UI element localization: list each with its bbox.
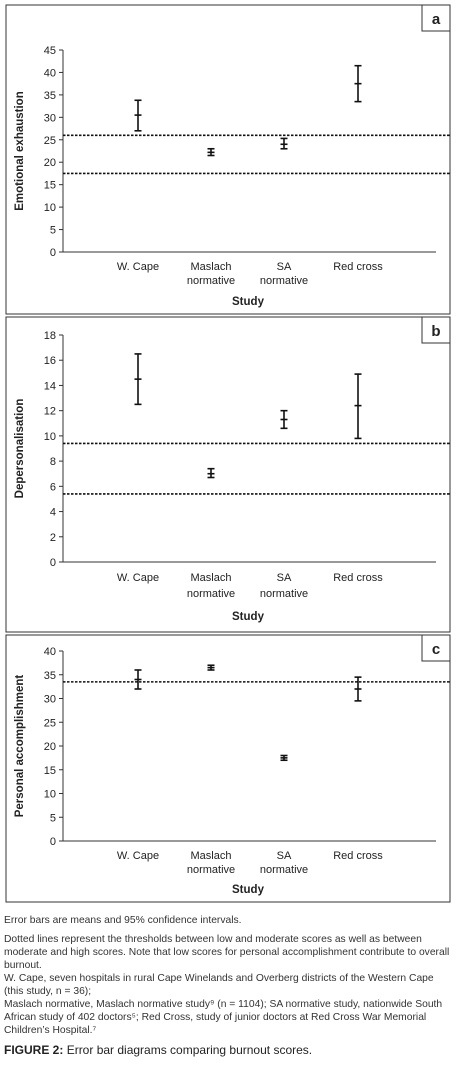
panel-c-y-tick-label: 25 [44,717,56,729]
panel-b-x-tick-label: Maslach [191,572,232,584]
panel-b-x-tick-label: Red cross [333,572,383,584]
panel-a-y-tick-label: 20 [44,157,56,169]
panel-c-y-tick-label: 35 [44,670,56,682]
panel-a-x-tick-label: normative [260,275,308,287]
panel-b-x-tick-label: normative [260,588,308,600]
panel-a-y-label: Emotional exhaustion [14,91,26,211]
panel-a-y-tick-label: 45 [44,45,56,57]
panel-a-y-tick-label: 35 [44,90,56,102]
panel-b-y-tick-label: 14 [44,380,56,392]
panel-c-x-tick-label: W. Cape [117,850,159,862]
panel-a-y-tick-label: 30 [44,112,56,124]
panel-b-x-tick-label: W. Cape [117,572,159,584]
panel-b-frame [5,316,451,633]
panel-a-label-box [421,4,451,32]
panel-c-label-box [421,634,451,662]
panel-b-y-tick-label: 2 [50,532,56,544]
panel-c-x-tick-label: Maslach [191,850,232,862]
panel-c-y-tick-label: 30 [44,694,56,706]
panel-c-y-tick-label: 0 [50,836,56,848]
panel-c-y-label: Personal accomplishment [14,675,26,818]
panel-a-frame [5,4,451,315]
panel-c-y-tick-label: 15 [44,765,56,777]
panel-c-x-tick-label: normative [260,864,308,876]
figure-caption: FIGURE 2: Error bar diagrams comparing b… [4,1043,453,1058]
panel-a-y-tick-label: 10 [44,202,56,214]
panel-c-x-tick-label: Red cross [333,850,383,862]
panel-b-label-box [421,316,451,344]
caption-error-bars: Error bars are means and 95% confidence … [4,915,242,926]
panel-a-y-tick-label: 5 [50,225,56,237]
panel-a-y-tick-label: 40 [44,67,56,79]
panel-a-x-tick-label: Red cross [333,261,383,273]
panel-b-y-tick-label: 12 [44,406,56,418]
panel-a-y-tick-label: 0 [50,247,56,259]
panel-c-x-tick-label: normative [187,864,235,876]
caption-other-studies: Maslach normative, Maslach normative stu… [4,999,443,1036]
panel-a-x-tick-label: normative [187,275,235,287]
panel-a-x-tick-label: SA [277,261,292,273]
panel-b-y-tick-label: 16 [44,355,56,367]
panel-c-y-tick-label: 20 [44,741,56,753]
panel-b-label: b [431,323,440,340]
panel-c-y-tick-label: 5 [50,812,56,824]
panel-b-y-label: Depersonalisation [14,399,26,499]
panel-b-x-tick-label: normative [187,588,235,600]
panel-a-y-tick-label: 25 [44,135,56,147]
panel-a-x-tick-label: Maslach [191,261,232,273]
panel-a-label: a [432,11,441,28]
panel-a-x-tick-label: W. Cape [117,261,159,273]
figure-title: Error bar diagrams comparing burnout sco… [66,1043,313,1057]
panel-b-y-tick-label: 4 [50,507,56,519]
panel-b-x-tick-label: SA [277,572,292,584]
panel-b-y-tick-label: 10 [44,431,56,443]
caption-w-cape: W. Cape, seven hospitals in rural Cape W… [4,973,434,997]
panel-b-y-tick-label: 8 [50,456,56,468]
figure-label: FIGURE 2: [4,1043,64,1057]
panel-a-y-tick-label: 15 [44,180,56,192]
panel-b-y-tick-label: 18 [44,330,56,342]
panel-c-frame [5,634,451,903]
panel-c-y-tick-label: 40 [44,646,56,658]
panel-a-x-label: Study [232,296,265,308]
panel-c-x-tick-label: SA [277,850,292,862]
panel-c-label: c [432,641,440,658]
panel-c-x-label: Study [232,884,265,896]
caption-dotted-lines: Dotted lines represent the thresholds be… [4,934,450,971]
panel-c-y-tick-label: 10 [44,789,56,801]
panel-b-y-tick-label: 6 [50,481,56,493]
panel-b-y-tick-label: 0 [50,557,56,569]
panel-b-x-label: Study [232,611,265,623]
